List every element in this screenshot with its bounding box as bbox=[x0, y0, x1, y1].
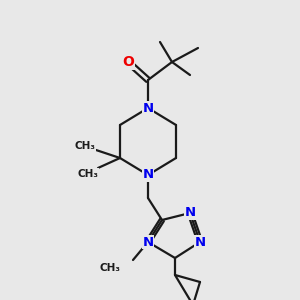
Text: N: N bbox=[142, 236, 154, 248]
Text: CH₃: CH₃ bbox=[77, 169, 98, 179]
Text: N: N bbox=[142, 169, 154, 182]
Text: O: O bbox=[122, 55, 134, 69]
Text: CH₃: CH₃ bbox=[74, 141, 95, 151]
Text: CH₃: CH₃ bbox=[100, 263, 121, 273]
Text: N: N bbox=[142, 101, 154, 115]
Text: N: N bbox=[194, 236, 206, 248]
Text: N: N bbox=[184, 206, 196, 220]
